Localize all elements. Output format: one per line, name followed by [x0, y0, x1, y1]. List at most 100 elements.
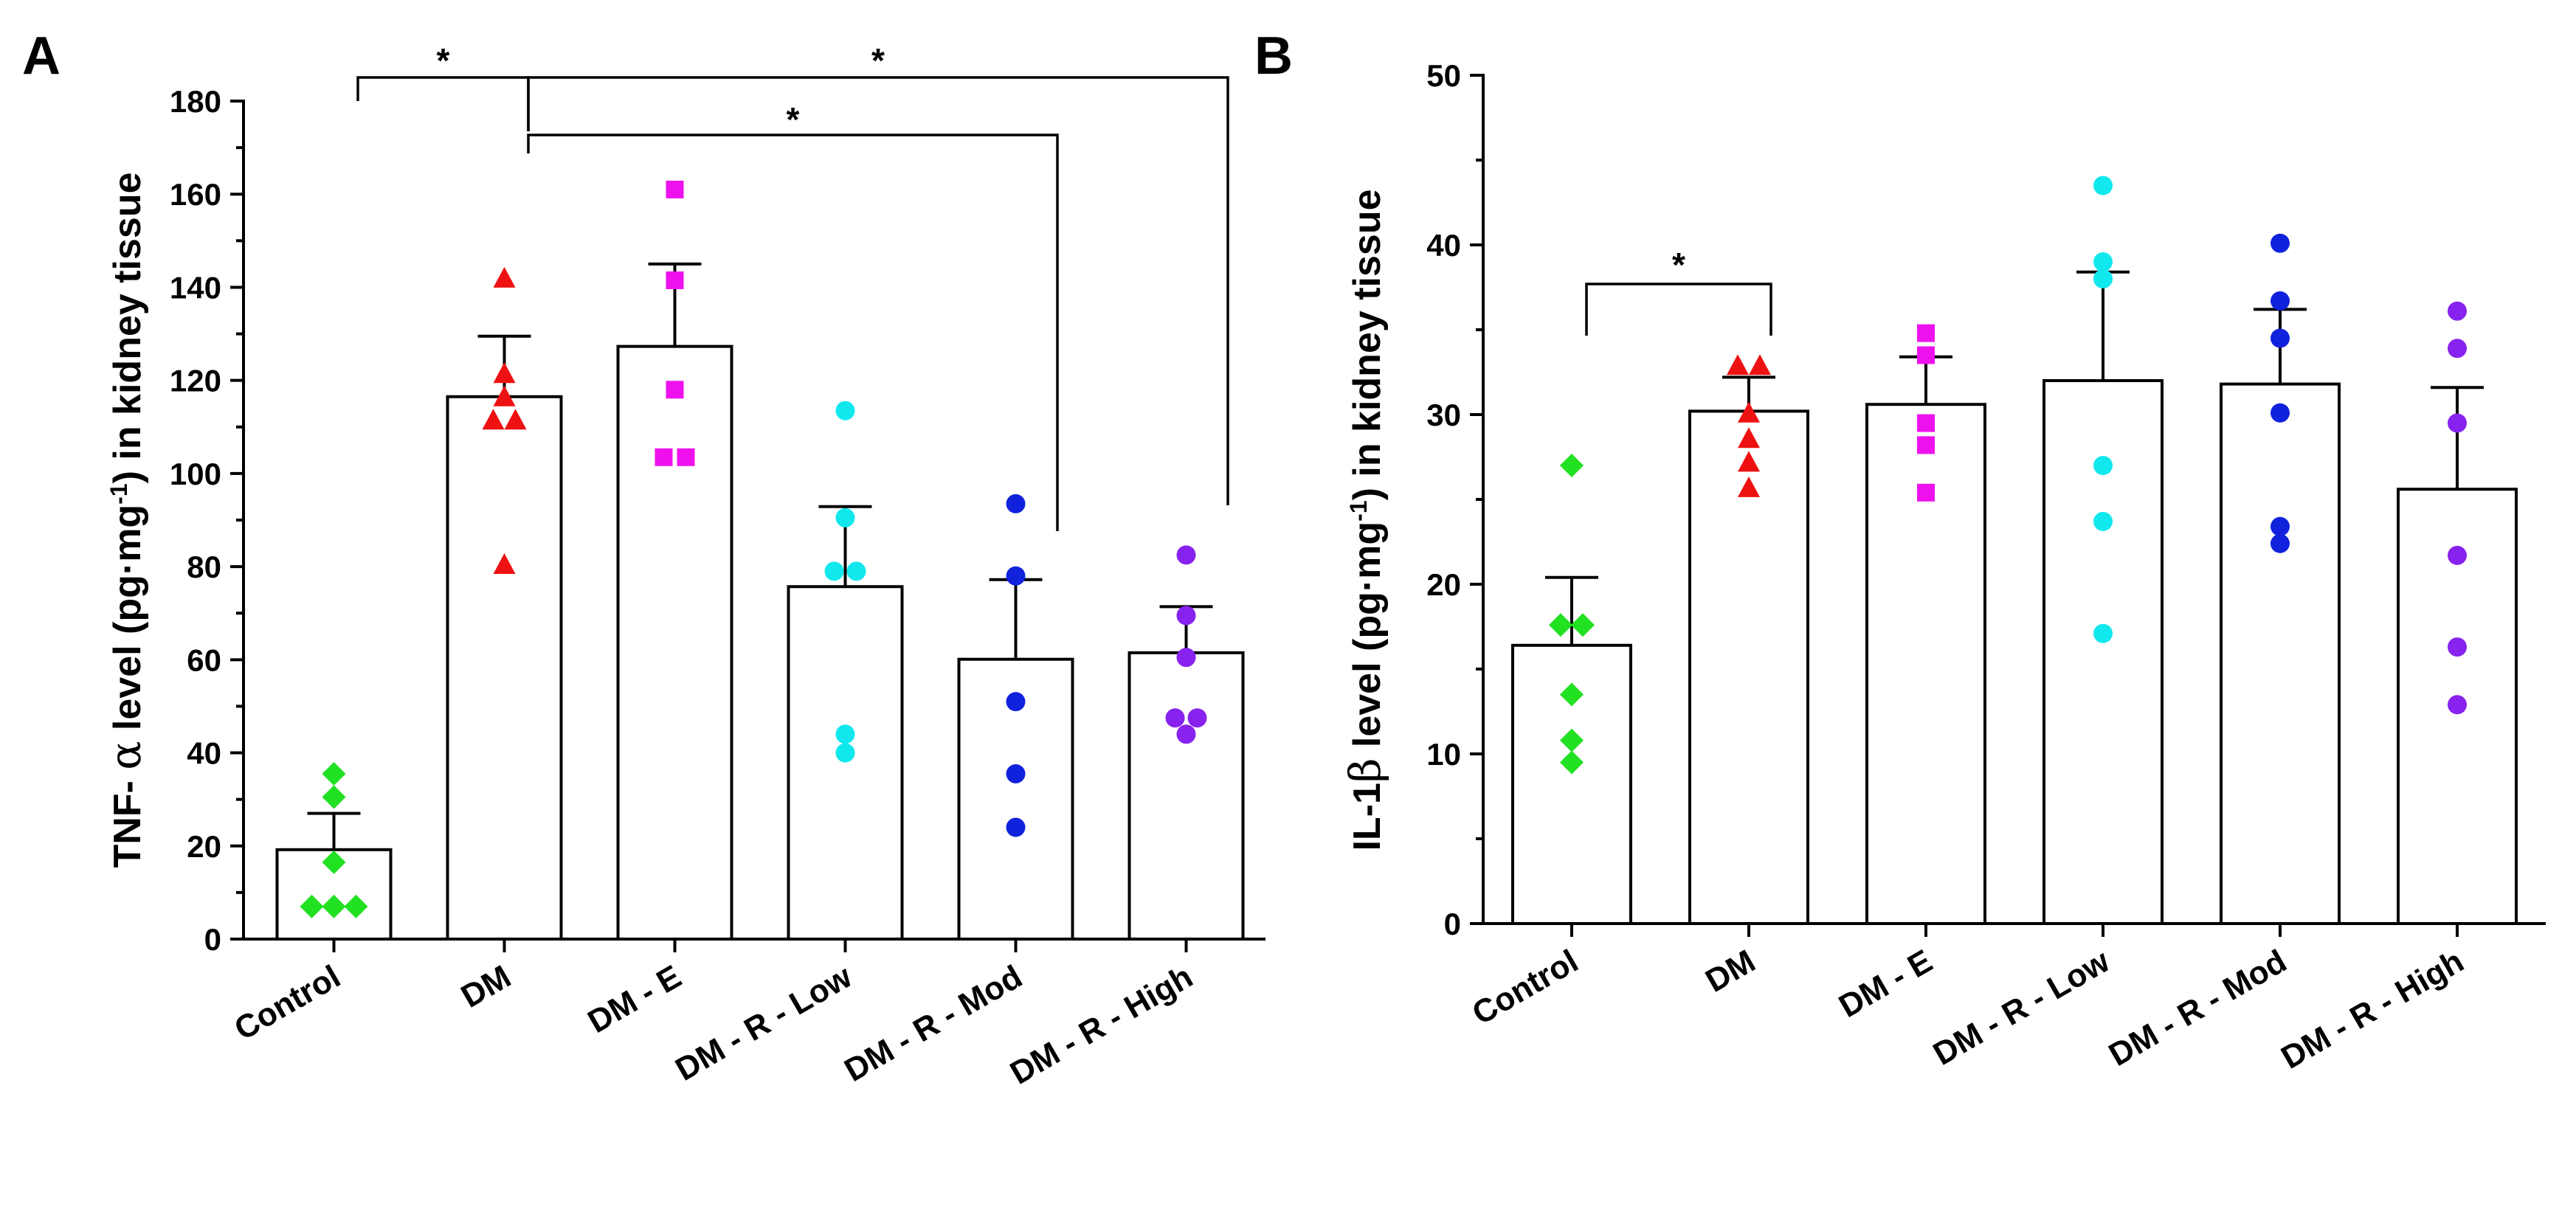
- data-point: [1917, 414, 1935, 432]
- data-point: [2448, 545, 2467, 565]
- significance-bracket: [527, 76, 1229, 505]
- data-point: [1560, 750, 1584, 775]
- data-point: [1176, 724, 1196, 744]
- bar: [1128, 651, 1245, 941]
- data-point: [493, 553, 516, 574]
- y-tick-label: 40: [1426, 228, 1461, 263]
- x-tick-label: DM - R - High: [1004, 958, 1199, 1092]
- y-tick-label: 20: [1426, 567, 1461, 602]
- data-point: [2093, 269, 2113, 288]
- y-axis-title: TNF- α level (pg·mg-1) in kidney tissue: [100, 172, 151, 868]
- bar: [1865, 403, 1986, 925]
- y-tick-label: 20: [187, 829, 221, 864]
- data-point: [1749, 354, 1771, 375]
- x-tick-label: DM - R - Mod: [838, 958, 1028, 1089]
- y-tick-label: 50: [1426, 58, 1461, 93]
- data-point: [493, 385, 516, 406]
- data-point: [322, 785, 346, 809]
- significance-label: *: [787, 100, 800, 139]
- data-point: [2448, 301, 2467, 321]
- significance-label: *: [437, 41, 450, 80]
- data-point: [1917, 346, 1935, 364]
- data-point: [846, 561, 866, 581]
- y-tick-label: 30: [1426, 398, 1461, 432]
- data-point: [344, 894, 368, 918]
- data-point: [655, 448, 673, 466]
- bar: [2220, 382, 2341, 925]
- panel-letter: A: [22, 27, 61, 86]
- data-point: [666, 381, 684, 399]
- data-point: [1738, 451, 1760, 472]
- data-point: [1006, 692, 1026, 712]
- data-point: [824, 561, 844, 581]
- data-point: [1549, 613, 1572, 637]
- data-point: [2448, 413, 2467, 433]
- data-point: [835, 743, 855, 763]
- y-tick-label: 100: [170, 457, 221, 491]
- data-point: [2271, 516, 2290, 536]
- x-tick-label: DM: [455, 958, 517, 1015]
- x-tick-label: Control: [229, 958, 347, 1047]
- x-tick-label: DM - R - Mod: [2103, 943, 2293, 1073]
- data-point: [2093, 456, 2113, 475]
- data-point: [1917, 483, 1935, 502]
- data-point: [2093, 511, 2113, 531]
- y-tick-label: 140: [170, 270, 221, 305]
- data-point: [493, 266, 516, 288]
- data-point: [322, 894, 346, 918]
- data-point: [666, 180, 684, 198]
- data-point: [493, 362, 516, 384]
- y-tick-label: 180: [170, 84, 221, 119]
- data-point: [1917, 324, 1935, 342]
- bar: [616, 344, 733, 941]
- data-point: [2271, 533, 2290, 553]
- data-point: [1560, 454, 1584, 477]
- y-axis-title: IL-1β level (pg·mg-1) in kidney tissue: [1340, 189, 1390, 851]
- y-tick-label: 0: [1444, 907, 1461, 941]
- data-point: [1571, 613, 1595, 637]
- data-point: [2093, 252, 2113, 271]
- data-point: [1006, 494, 1026, 513]
- data-point: [2271, 233, 2290, 253]
- bar: [787, 585, 904, 941]
- data-point: [1917, 436, 1935, 454]
- data-point: [835, 724, 855, 744]
- data-point: [2448, 637, 2467, 657]
- data-point: [1006, 566, 1026, 586]
- data-point: [1165, 708, 1185, 728]
- data-point: [835, 508, 855, 527]
- data-point: [504, 409, 527, 430]
- data-point: [2093, 176, 2113, 195]
- panel-a: A TNF- α level (pg·mg-1) in kidney tissue…: [22, 27, 1265, 1092]
- significance-bracket: [356, 76, 530, 131]
- data-point: [322, 850, 346, 874]
- data-point: [2271, 291, 2290, 311]
- data-point: [1727, 354, 1749, 375]
- bar: [446, 395, 563, 941]
- y-tick-label: 0: [204, 922, 221, 957]
- data-point: [2271, 403, 2290, 423]
- y-tick-label: 80: [187, 550, 221, 584]
- data-point: [1560, 728, 1584, 752]
- data-point: [1738, 476, 1760, 497]
- y-tick-label: 160: [170, 177, 221, 212]
- data-point: [666, 271, 684, 289]
- data-point: [2448, 339, 2467, 359]
- y-tick-label: 60: [187, 643, 221, 677]
- data-point: [677, 448, 695, 466]
- significance-bracket: [1585, 283, 1772, 336]
- data-point: [2448, 695, 2467, 715]
- data-point: [300, 894, 324, 918]
- data-point: [1187, 708, 1207, 728]
- data-point: [2093, 623, 2113, 643]
- x-tick-label: DM - R - High: [2275, 943, 2470, 1076]
- y-tick-label: 40: [187, 736, 221, 771]
- x-tick-label: DM - R - Low: [1927, 943, 2116, 1073]
- data-point: [1176, 545, 1196, 565]
- x-tick-label: Control: [1466, 943, 1584, 1032]
- significance-label: *: [1672, 246, 1685, 284]
- y-tick-label: 120: [170, 364, 221, 398]
- data-point: [1006, 817, 1026, 837]
- data-point: [835, 401, 855, 420]
